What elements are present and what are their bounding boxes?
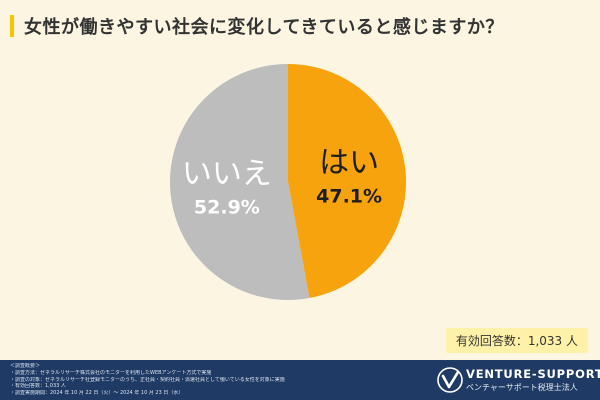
survey-summary: ＜調査概要＞ ・調査方法：ゼネラルリサーチ株式会社のモニターを利用したWEBアン… bbox=[10, 363, 340, 397]
pie-slice-1 bbox=[170, 64, 310, 300]
v-check-logo-icon bbox=[437, 367, 463, 393]
title-accent-bar bbox=[10, 15, 14, 37]
pie-slice-value: 47.1% bbox=[316, 185, 382, 207]
pie-slice-value: 52.9% bbox=[194, 197, 260, 219]
logo-subtext: ベンチャーサポート税理士法人 bbox=[466, 383, 578, 392]
survey-line: ＜調査概要＞ bbox=[10, 363, 41, 369]
survey-line: ・調査実施期間：2024 年 10 月 22 日（火）～ 2024 年 10 月… bbox=[10, 390, 184, 397]
pie-slice-0 bbox=[288, 64, 407, 299]
respondent-count-badge: 有効回答数：1,033 人 bbox=[445, 328, 588, 353]
pie-chart: はい 47.1% いいえ 52.9% bbox=[170, 64, 407, 300]
footer: ＜調査概要＞ ・調査方法：ゼネラルリサーチ株式会社のモニターを利用したWEBアン… bbox=[0, 360, 600, 400]
survey-line: ・調査方法：ゼネラルリサーチ株式会社のモニターを利用したWEBアンケート方式で実… bbox=[10, 369, 212, 376]
page-title: 女性が働きやすい社会に変化してきていると感じますか？ bbox=[24, 17, 504, 38]
pie-slice-label: はい bbox=[319, 145, 379, 180]
logo-text: VENTURE-SUPPORT bbox=[466, 367, 600, 381]
survey-line: ・調査の対象：ゼネラルリサーチ社登録モニターのうち、正社員・契約社員・派遣社員と… bbox=[10, 376, 285, 383]
survey-line: ・有効回答数：1,033 人 bbox=[10, 383, 66, 390]
pie-slice-label: いいえ bbox=[182, 157, 272, 192]
venture-support-logo: VENTURE-SUPPORT ベンチャーサポート税理士法人 bbox=[436, 366, 600, 394]
